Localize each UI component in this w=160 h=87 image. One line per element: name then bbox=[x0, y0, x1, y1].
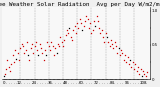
Title: Milwaukee Weather Solar Radiation  Avg per Day W/m2/minute: Milwaukee Weather Solar Radiation Avg pe… bbox=[0, 2, 160, 7]
